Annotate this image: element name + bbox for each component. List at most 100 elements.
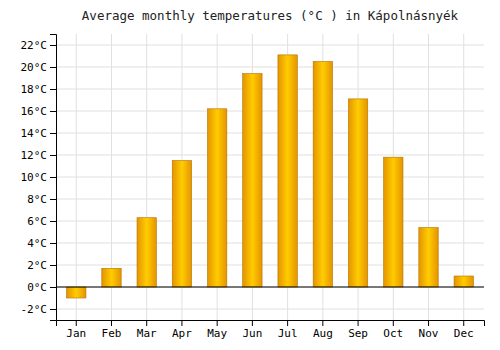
grid-line-y <box>56 133 484 134</box>
y-tick-mark <box>50 199 56 200</box>
y-tick: 4°C <box>27 237 56 250</box>
y-tick-label: 10°C <box>21 171 48 184</box>
title: Average monthly temperatures (°C ) in Ká… <box>82 8 459 23</box>
y-tick-label: 22°C <box>21 39 48 52</box>
y-tick-mark <box>50 243 56 244</box>
x-tick: Sep <box>348 320 368 340</box>
x-tick: Feb <box>102 320 122 340</box>
bar <box>207 109 226 287</box>
x-tick-label: Dec <box>454 327 474 340</box>
x-tick: Jun <box>242 320 262 340</box>
x-tick-mark <box>393 320 394 326</box>
y-tick: 22°C <box>21 39 57 52</box>
x-tick-mark <box>463 320 464 326</box>
y-tick: 8°C <box>27 193 56 206</box>
y-tick-label: -2°C <box>21 303 48 316</box>
x-axis: Jan Feb Mar Apr May Jun Jul Aug Sep Oct Nov Dec <box>57 320 485 340</box>
bar <box>67 287 86 298</box>
x-tick: Oct <box>383 320 403 340</box>
bar <box>243 74 262 287</box>
x-tick-mark <box>428 320 429 326</box>
y-tick-label: 14°C <box>21 127 48 140</box>
grid-line-y <box>56 155 484 156</box>
bar <box>172 161 191 288</box>
x-tick-mark <box>111 320 112 326</box>
x-tick: Apr <box>172 320 192 340</box>
y-axis: -2°C 0°C 2°C 4°C 6°C 8°C 10°C 12°C 14°C 16°C 18°C 2… <box>21 35 57 321</box>
y-axis-line <box>50 35 57 321</box>
grid-line-y <box>56 309 484 310</box>
y-tick-label: 16°C <box>21 105 48 118</box>
bar <box>313 62 332 288</box>
bar <box>419 228 438 287</box>
bar <box>137 218 156 287</box>
x-tick: Aug <box>313 320 333 340</box>
y-tick-mark <box>50 111 56 112</box>
x-tick: Jan <box>66 320 86 340</box>
x-tick-label: Jun <box>242 327 262 340</box>
y-tick-label: 8°C <box>27 193 47 206</box>
y-tick-mark <box>50 287 56 288</box>
x-tick-mark <box>181 320 182 326</box>
y-tick-label: 2°C <box>27 259 47 272</box>
grid-line-y <box>56 221 484 222</box>
bar <box>278 55 297 287</box>
x-tick-mark <box>358 320 359 326</box>
x-tick-label: Nov <box>419 327 439 340</box>
y-tick-label: 4°C <box>27 237 47 250</box>
y-tick: 20°C <box>21 61 57 74</box>
y-tick: 12°C <box>21 149 57 162</box>
bar <box>102 268 121 287</box>
grid <box>56 34 484 320</box>
y-tick-mark <box>50 45 56 46</box>
x-tick: Nov <box>419 320 439 340</box>
grid-line-y <box>56 287 484 288</box>
grid-line-y <box>56 45 484 46</box>
y-tick-mark <box>50 221 56 222</box>
x-tick-mark <box>76 320 77 326</box>
x-tick-label: Sep <box>348 327 368 340</box>
y-tick-mark <box>50 67 56 68</box>
y-tick: -2°C <box>21 303 57 316</box>
y-tick-mark <box>50 265 56 266</box>
grid-line-y <box>56 111 484 112</box>
y-tick-mark <box>50 89 56 90</box>
x-tick-label: Oct <box>383 327 403 340</box>
x-tick-mark <box>146 320 147 326</box>
bar <box>384 157 403 287</box>
x-tick-mark <box>217 320 218 326</box>
zero-line <box>56 286 484 287</box>
bar <box>348 99 367 287</box>
x-tick: Mar <box>137 320 157 340</box>
x-tick-label: Jul <box>278 327 298 340</box>
grid-line-y <box>56 177 484 178</box>
y-tick-mark <box>50 155 56 156</box>
y-tick-mark <box>50 133 56 134</box>
y-tick-mark <box>50 177 56 178</box>
y-tick: 6°C <box>27 215 56 228</box>
chart: -2°C 0°C 2°C 4°C 6°C 8°C 10°C 12°C 14°C 16°C 18°C 2… <box>0 0 500 350</box>
y-tick: 2°C <box>27 259 56 272</box>
x-tick-label: Aug <box>313 327 333 340</box>
grid-line-y <box>56 199 484 200</box>
plot: -2°C 0°C 2°C 4°C 6°C 8°C 10°C 12°C 14°C 16°C 18°C 2… <box>21 34 485 340</box>
x-tick-mark <box>252 320 253 326</box>
x-tick-label: Mar <box>137 327 157 340</box>
y-tick: 10°C <box>21 171 57 184</box>
x-tick-label: Apr <box>172 327 192 340</box>
y-tick-label: 18°C <box>21 83 48 96</box>
x-tick: Dec <box>454 320 474 340</box>
x-tick-mark <box>322 320 323 326</box>
y-tick: 18°C <box>21 83 57 96</box>
y-tick-label: 20°C <box>21 61 48 74</box>
bars <box>67 55 474 298</box>
x-tick: Jul <box>278 320 298 340</box>
x-tick-label: May <box>207 327 227 340</box>
grid-line-y <box>56 89 484 90</box>
y-tick-label: 0°C <box>27 281 47 294</box>
y-tick-label: 12°C <box>21 149 48 162</box>
x-tick-mark <box>287 320 288 326</box>
y-tick: 14°C <box>21 127 57 140</box>
grid-line-y <box>56 67 484 68</box>
bar <box>454 276 473 287</box>
